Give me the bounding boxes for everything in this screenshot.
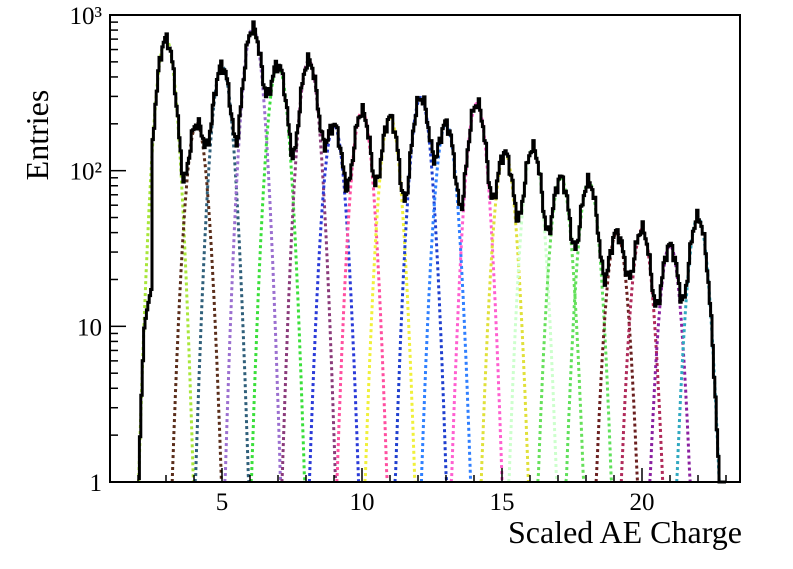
y-tick-label: 10² — [70, 159, 103, 186]
x-tick-label: 15 — [490, 489, 515, 516]
axis-ticks-layer: 5 10 15 20 1 10 10² 10³ — [70, 3, 727, 516]
x-tick-label: 10 — [350, 489, 375, 516]
plot-frame — [109, 14, 741, 483]
fit-peak-4 — [223, 26, 283, 483]
fit-peak-10 — [393, 95, 449, 483]
x-tick-label: 5 — [216, 489, 229, 516]
x-tick-label: 20 — [630, 489, 655, 516]
y-tick-label: 10 — [77, 314, 102, 341]
y-axis-title: Entries — [19, 90, 55, 181]
data-histogram — [137, 20, 726, 484]
data-histogram-layer — [137, 20, 726, 484]
x-axis-title: Scaled AE Charge — [508, 514, 742, 550]
y-tick-label: 1 — [90, 470, 103, 497]
y-tick-label: 10³ — [70, 3, 103, 30]
